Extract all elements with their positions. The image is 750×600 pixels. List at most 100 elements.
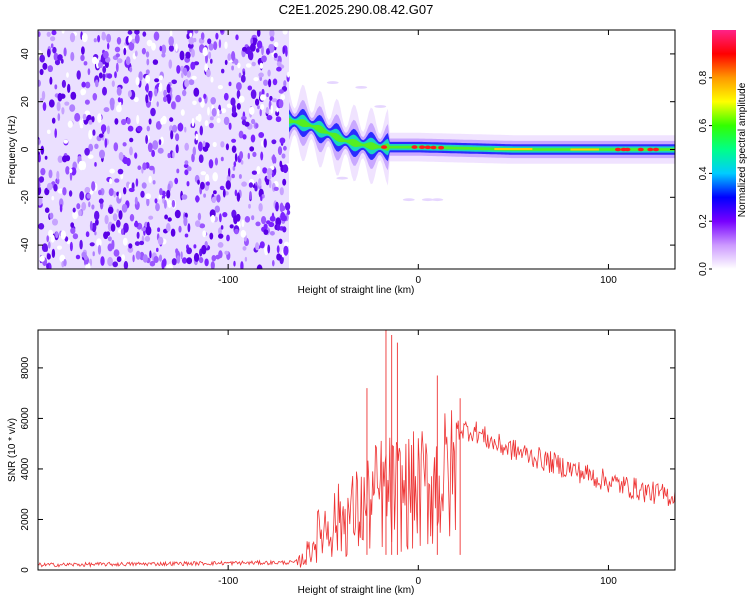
spectrogram-ridge bbox=[289, 81, 675, 202]
noise-blob bbox=[268, 78, 272, 88]
noise-blob bbox=[72, 207, 76, 213]
noise-blob bbox=[255, 48, 260, 53]
noise-blob bbox=[86, 193, 91, 199]
noise-blob bbox=[283, 80, 287, 88]
noise-blob bbox=[117, 97, 121, 103]
noise-blob bbox=[240, 261, 244, 269]
noise-blob bbox=[89, 220, 93, 231]
noise-blob bbox=[142, 254, 148, 263]
noise-blob bbox=[38, 176, 45, 183]
noise-blob bbox=[231, 65, 235, 71]
noise-blob bbox=[79, 124, 84, 129]
noise-blob bbox=[210, 76, 214, 83]
noise-blob bbox=[233, 161, 237, 168]
noise-blob bbox=[180, 251, 183, 260]
snr-x-ticks: -100 0 100 bbox=[218, 330, 617, 587]
noise-blob bbox=[154, 78, 160, 83]
noise-blob bbox=[207, 38, 212, 45]
faint-spot bbox=[431, 198, 444, 202]
noise-blob bbox=[198, 154, 204, 163]
noise-blob bbox=[261, 88, 265, 96]
noise-blob bbox=[135, 178, 139, 187]
noise-blob bbox=[53, 52, 59, 61]
noise-blob bbox=[282, 30, 288, 35]
y-tick-label: 4000 bbox=[20, 457, 31, 480]
y-tick-label: 0 bbox=[20, 567, 31, 573]
noise-blob bbox=[127, 90, 132, 98]
noise-blob bbox=[97, 244, 102, 255]
noise-blob bbox=[93, 38, 97, 43]
noise-blob bbox=[145, 74, 151, 84]
noise-blob bbox=[122, 237, 128, 246]
noise-blob bbox=[184, 233, 189, 238]
noise-blob bbox=[195, 195, 200, 203]
noise-blob bbox=[166, 189, 171, 199]
ridge-hotspot bbox=[637, 147, 644, 152]
noise-blob bbox=[282, 226, 287, 233]
noise-blob bbox=[142, 31, 147, 37]
noise-blob bbox=[285, 202, 291, 211]
noise-blob bbox=[270, 104, 274, 114]
noise-blob bbox=[250, 37, 254, 45]
noise-blob bbox=[83, 61, 88, 66]
noise-blob bbox=[194, 30, 199, 34]
spectrogram-x-label: Height of straight line (km) bbox=[298, 285, 415, 296]
noise-blob bbox=[272, 260, 275, 267]
noise-blob bbox=[185, 51, 191, 59]
ridge-hotspot bbox=[424, 145, 431, 150]
noise-blob bbox=[268, 221, 275, 228]
noise-blob bbox=[200, 181, 205, 190]
noise-blob bbox=[146, 197, 150, 207]
noise-blob bbox=[46, 182, 53, 191]
noise-blob bbox=[114, 178, 120, 183]
noise-blob bbox=[70, 91, 77, 100]
noise-blob bbox=[148, 175, 152, 184]
noise-blob bbox=[224, 59, 228, 66]
noise-blob bbox=[96, 238, 102, 248]
noise-blob bbox=[271, 172, 275, 178]
noise-blob bbox=[92, 93, 98, 101]
noise-blob bbox=[102, 66, 107, 74]
noise-blob bbox=[170, 228, 176, 237]
colorbar: 0.0 0.2 0.4 0.6 0.8 Normalized spectral ampl… bbox=[698, 30, 748, 276]
noise-blob bbox=[134, 221, 139, 228]
noise-blob bbox=[141, 182, 147, 189]
noise-blob bbox=[223, 92, 229, 101]
noise-blob bbox=[141, 47, 146, 55]
noise-blob bbox=[207, 106, 210, 116]
noise-blob bbox=[134, 196, 138, 205]
snr-series-line bbox=[38, 410, 675, 568]
noise-blob bbox=[169, 30, 173, 37]
noise-blob bbox=[91, 116, 95, 123]
noise-blob bbox=[41, 90, 46, 101]
noise-blob bbox=[286, 210, 291, 215]
noise-blob bbox=[151, 42, 156, 51]
noise-blob bbox=[70, 222, 75, 228]
noise-blob bbox=[223, 116, 230, 126]
noise-blob bbox=[235, 34, 239, 41]
noise-blob bbox=[256, 30, 261, 37]
noise-blob bbox=[280, 211, 286, 221]
noise-blob bbox=[240, 160, 244, 165]
noise-blob bbox=[231, 104, 237, 115]
ridge-hotspot bbox=[624, 147, 631, 152]
noise-blob bbox=[187, 30, 194, 34]
noise-blob bbox=[163, 89, 168, 97]
noise-blob bbox=[81, 33, 88, 43]
noise-blob bbox=[258, 178, 262, 187]
noise-blob bbox=[152, 140, 159, 150]
noise-blob bbox=[210, 58, 213, 64]
noise-blob bbox=[107, 243, 113, 252]
noise-blob bbox=[181, 194, 188, 200]
noise-blob bbox=[206, 69, 211, 78]
noise-blob bbox=[282, 164, 289, 174]
noise-blob bbox=[116, 208, 120, 213]
noise-blob bbox=[109, 168, 115, 174]
ridge-hotspot bbox=[647, 147, 654, 152]
snr-y-label: SNR (10 * v/v) bbox=[7, 418, 18, 482]
noise-blob bbox=[161, 53, 166, 58]
snr-y-ticks: 0 2000 4000 6000 8000 bbox=[20, 356, 675, 573]
noise-blob bbox=[44, 187, 50, 196]
colorbar-tick-label: 0.0 bbox=[698, 262, 709, 276]
noise-blob bbox=[261, 194, 265, 199]
